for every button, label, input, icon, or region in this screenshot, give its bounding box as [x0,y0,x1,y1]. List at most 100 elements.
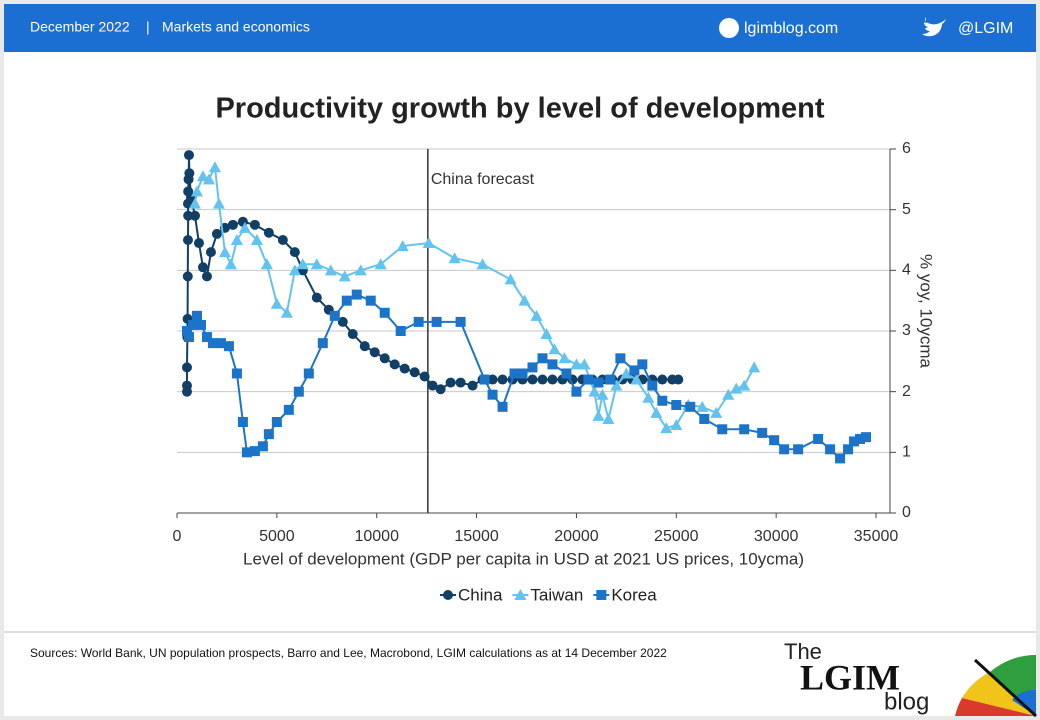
point [487,389,498,400]
point [238,221,251,233]
plot: 0 1 2 3 4 5 6 0 5000 10000 15000 20000 25000 30000 350… [173,140,936,604]
point [592,409,605,421]
logo-umbrella [955,654,1038,718]
point [289,247,300,258]
point [487,374,498,385]
point [605,374,616,385]
point [283,404,294,415]
point [825,444,836,455]
point [187,319,198,330]
point [813,433,824,444]
point [296,258,309,270]
x-tick-label: 35000 [854,528,899,545]
footer-sources: Sources: World Bank, UN population prosp… [30,646,667,660]
point [196,170,209,182]
point [337,316,348,327]
point [588,385,601,397]
y-tick-label: 5 [902,201,911,218]
chart-title: Productivity growth by level of developm… [215,93,824,125]
point [657,374,668,385]
point [738,379,751,391]
www-icon [719,18,739,38]
point [230,234,243,245]
logo-blog: blog [884,688,929,715]
point [422,237,435,249]
point [722,388,735,400]
x-tick-label: 30000 [754,528,799,545]
point [271,417,282,427]
point [338,270,351,282]
point [181,326,192,336]
point [419,371,430,382]
point [793,444,804,455]
point [311,292,322,303]
point [257,441,268,452]
header-site[interactable]: lgimblog.com [744,20,838,37]
point [596,388,609,400]
point [427,380,438,391]
point [310,258,323,270]
point [215,338,226,349]
point [395,326,406,336]
point [547,359,558,370]
point [739,424,750,435]
point [249,219,260,230]
point [181,362,192,373]
point [181,380,192,391]
point [497,401,508,412]
point [277,235,288,245]
point [263,227,274,238]
point [455,316,466,327]
point [779,444,790,455]
point [479,374,490,385]
point [610,379,623,391]
point [769,435,780,446]
point [231,368,242,379]
header-handle[interactable]: @LGIM [958,20,1013,37]
legend-label: Korea [611,585,657,604]
point [673,374,684,385]
point [329,310,340,321]
point [561,368,572,379]
y-tick-label: 1 [902,444,911,461]
x-tick-label: 0 [173,528,182,545]
point [629,365,640,376]
point [602,412,615,424]
point [637,359,648,370]
point [540,328,553,340]
point [270,297,283,309]
point [647,380,658,391]
y-axis-label: % yoy, 10ycma [917,254,936,369]
y-tick-label: 3 [902,322,911,339]
point [548,343,561,355]
point [288,264,301,276]
point [855,433,866,444]
point [354,264,367,276]
point [537,353,548,364]
x-tick-label: 15000 [454,528,499,545]
y-tick-label: 0 [902,504,911,521]
point [757,427,768,438]
point [379,353,390,364]
point [657,395,668,406]
twitter-icon [922,17,946,37]
legend-marker [514,589,527,600]
point [195,319,206,330]
point [280,306,293,318]
point [379,307,390,318]
point [205,247,216,258]
y-tick-label: 6 [902,140,911,157]
point [671,400,682,411]
point [650,406,663,418]
point [455,377,466,388]
x-tick-label: 25000 [654,528,699,545]
point [227,219,238,230]
point [660,422,673,434]
point [849,436,860,447]
point [509,368,520,379]
point [413,316,424,327]
point [389,359,400,370]
point [293,386,304,397]
legend-label: Taiwan [530,585,583,604]
point [445,377,456,388]
